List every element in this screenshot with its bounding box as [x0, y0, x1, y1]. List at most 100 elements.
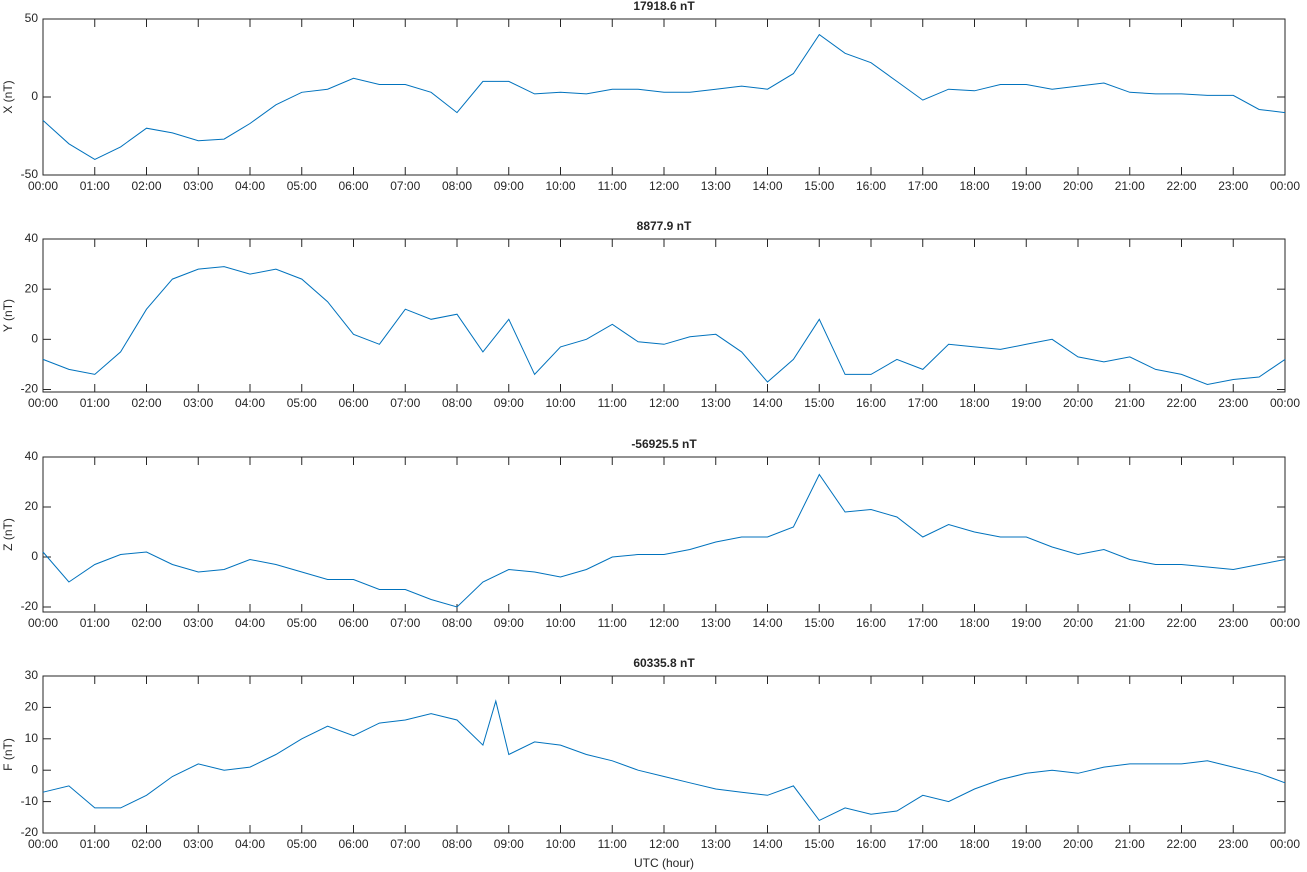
x-tick-label: 00:00: [28, 179, 58, 193]
y-tick-label: -50: [21, 167, 39, 181]
x-tick-label: 02:00: [131, 396, 161, 410]
x-tick-label: 11:00: [598, 837, 627, 851]
x-tick-label: 11:00: [598, 616, 627, 630]
chart-title: 60335.8 nT: [633, 656, 695, 670]
x-tick-label: 05:00: [287, 179, 317, 193]
y-tick-label: 40: [25, 231, 39, 245]
x-tick-label: 12:00: [649, 616, 679, 630]
x-tick-label: 22:00: [1166, 396, 1196, 410]
y-axis-label: Z (nT): [1, 518, 15, 551]
x-tick-label: 09:00: [494, 837, 524, 851]
x-tick-label: 05:00: [287, 616, 317, 630]
x-tick-label: 14:00: [752, 616, 782, 630]
x-tick-label: 22:00: [1166, 837, 1196, 851]
x-tick-label: 18:00: [959, 837, 989, 851]
y-axis-label: F (nT): [1, 738, 15, 771]
x-tick-label: 00:00: [1270, 616, 1300, 630]
y-tick-label: 30: [25, 668, 39, 682]
y-tick-label: 20: [25, 281, 39, 295]
x-tick-label: 00:00: [1270, 396, 1300, 410]
x-tick-label: 02:00: [131, 616, 161, 630]
x-tick-label: 14:00: [752, 837, 782, 851]
x-tick-label: 06:00: [338, 616, 368, 630]
x-tick-label: 03:00: [183, 179, 213, 193]
chart-title: 17918.6 nT: [633, 0, 695, 13]
x-tick-label: 23:00: [1218, 837, 1248, 851]
x-tick-label: 17:00: [908, 396, 938, 410]
x-tick-label: 04:00: [235, 837, 265, 851]
x-tick-label: 06:00: [338, 396, 368, 410]
x-tick-label: 21:00: [1115, 179, 1145, 193]
y-tick-label: -20: [21, 825, 39, 839]
x-tick-label: 21:00: [1115, 616, 1145, 630]
x-tick-label: 14:00: [752, 179, 782, 193]
y-axis-label: Y (nT): [1, 299, 15, 332]
x-tick-label: 10:00: [545, 396, 575, 410]
x-tick-label: 13:00: [701, 616, 731, 630]
x-tick-label: 23:00: [1218, 179, 1248, 193]
x-tick-label: 18:00: [959, 616, 989, 630]
x-tick-label: 10:00: [545, 837, 575, 851]
x-tick-label: 07:00: [390, 837, 420, 851]
y-tick-label: 0: [31, 549, 38, 563]
data-line: [42, 266, 1286, 386]
x-tick-label: 01:00: [80, 179, 110, 193]
x-tick-label: 15:00: [804, 837, 834, 851]
x-tick-label: 06:00: [338, 179, 368, 193]
x-tick-label: 20:00: [1063, 396, 1093, 410]
y-tick-label: -20: [21, 599, 39, 613]
x-tick-label: 15:00: [804, 396, 834, 410]
x-tick-label: 19:00: [1011, 396, 1041, 410]
x-tick-label: 00:00: [1270, 837, 1300, 851]
y-tick-label: 0: [31, 331, 38, 345]
x-tick-label: 20:00: [1063, 616, 1093, 630]
x-tick-label: 07:00: [390, 179, 420, 193]
x-tick-label: 00:00: [1270, 179, 1300, 193]
x-tick-label: 21:00: [1115, 837, 1145, 851]
x-tick-label: 05:00: [287, 837, 317, 851]
y-tick-label: 40: [25, 449, 39, 463]
x-tick-label: 19:00: [1011, 616, 1041, 630]
x-tick-label: 09:00: [494, 396, 524, 410]
x-tick-label: 00:00: [28, 396, 58, 410]
x-tick-label: 19:00: [1011, 179, 1041, 193]
x-tick-label: 10:00: [545, 179, 575, 193]
x-tick-label: 16:00: [856, 837, 886, 851]
x-tick-label: 13:00: [701, 837, 731, 851]
x-tick-label: 17:00: [908, 837, 938, 851]
x-tick-label: 08:00: [442, 837, 472, 851]
x-tick-label: 20:00: [1063, 179, 1093, 193]
x-tick-label: 07:00: [390, 396, 420, 410]
chart-title: -56925.5 nT: [631, 437, 697, 451]
x-tick-label: 21:00: [1115, 396, 1145, 410]
y-tick-label: 20: [25, 499, 39, 513]
x-tick-label: 04:00: [235, 396, 265, 410]
x-tick-label: 22:00: [1166, 616, 1196, 630]
x-tick-label: 08:00: [442, 396, 472, 410]
x-tick-label: 15:00: [804, 616, 834, 630]
x-tick-label: 11:00: [598, 179, 627, 193]
x-tick-label: 16:00: [856, 179, 886, 193]
x-tick-label: 01:00: [80, 837, 110, 851]
x-axis-label: UTC (hour): [634, 856, 694, 870]
x-tick-label: 06:00: [338, 837, 368, 851]
x-tick-label: 04:00: [235, 616, 265, 630]
x-tick-label: 11:00: [598, 396, 627, 410]
x-tick-label: 17:00: [908, 616, 938, 630]
x-tick-label: 04:00: [235, 179, 265, 193]
x-tick-label: 22:00: [1166, 179, 1196, 193]
x-tick-label: 16:00: [856, 396, 886, 410]
x-tick-label: 03:00: [183, 837, 213, 851]
x-tick-label: 09:00: [494, 616, 524, 630]
x-tick-label: 18:00: [959, 179, 989, 193]
x-tick-label: 12:00: [649, 837, 679, 851]
x-tick-label: 23:00: [1218, 616, 1248, 630]
x-tick-label: 00:00: [28, 837, 58, 851]
x-tick-label: 16:00: [856, 616, 886, 630]
x-tick-label: 20:00: [1063, 837, 1093, 851]
y-tick-label: 0: [31, 89, 38, 103]
axes-box: [42, 456, 1286, 613]
x-tick-label: 02:00: [131, 837, 161, 851]
axes-box: [42, 238, 1286, 393]
y-axis-label: X (nT): [1, 80, 15, 113]
